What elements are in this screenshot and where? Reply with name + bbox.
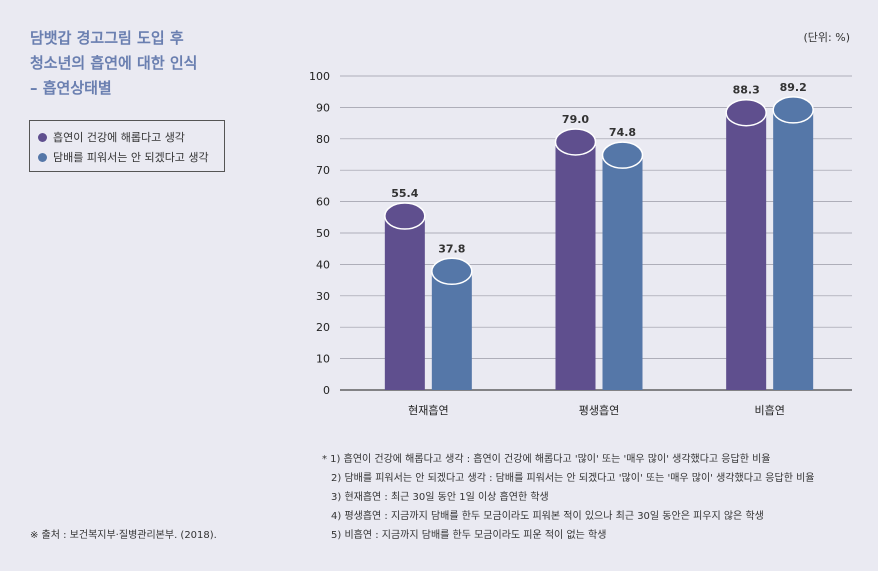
bar-cap <box>772 96 814 124</box>
y-tick-label: 0 <box>323 384 330 397</box>
x-tick-label: 현재흡연 <box>408 403 448 417</box>
y-tick-label: 80 <box>316 133 330 146</box>
y-tick-label: 50 <box>316 227 330 240</box>
bar-cap <box>725 98 767 127</box>
x-tick-label: 평생흡연 <box>579 403 619 417</box>
data-label: 88.3 <box>733 84 760 97</box>
source-note: ※ 출처 : 보건복지부·질병관리본부. (2018). <box>30 530 217 541</box>
data-label: 37.8 <box>438 242 465 255</box>
bar <box>726 112 767 390</box>
y-tick-label: 30 <box>316 290 330 303</box>
chart-title: 담뱃갑 경고그림 도입 후 청소년의 흡연에 대한 인식 – 흡연상태별 <box>30 26 290 101</box>
title-line-2: 청소년의 흡연에 대한 인식 <box>30 54 198 72</box>
bar <box>773 109 814 391</box>
bar <box>384 216 425 390</box>
legend-dot-2 <box>38 152 47 162</box>
data-label: 89.2 <box>780 81 807 94</box>
bar <box>431 271 472 390</box>
bar-cap <box>554 128 597 156</box>
y-tick-label: 10 <box>316 353 330 366</box>
y-tick-label: 70 <box>316 164 330 177</box>
footnote-4: 4) 평생흡연 : 지금까지 담배를 한두 모금이라도 피워본 적이 있으나 최… <box>331 511 764 522</box>
footnote-5: 5) 비흡연 : 지금까지 담배를 한두 모금이라도 피운 적이 없는 학생 <box>331 530 607 541</box>
y-tick-label: 90 <box>316 101 330 114</box>
footnote-2: 2) 담배를 피워서는 안 되겠다고 생각 : 담배를 피워서는 안 되겠다고 … <box>331 473 815 484</box>
bar-chart: 0 10 20 30 40 50 60 70 80 90 100 55.4 37.8 현재흡연 79.0 74… <box>309 70 852 417</box>
title-line-1: 담뱃갑 경고그림 도입 후 <box>30 29 184 47</box>
data-label: 79.0 <box>562 113 589 126</box>
unit-label: (단위: %) <box>803 31 850 44</box>
legend-dot-1 <box>38 132 47 142</box>
y-tick-label: 40 <box>316 258 330 271</box>
data-label: 55.4 <box>391 187 418 200</box>
y-tick-label: 100 <box>309 70 330 83</box>
y-tick-label: 60 <box>316 196 330 209</box>
title-line-3: – 흡연상태별 <box>30 79 112 97</box>
bar-cap <box>431 257 473 286</box>
legend-item-1: 흡연이 건강에 해롭다고 생각 <box>38 127 224 147</box>
legend-label-1: 흡연이 건강에 해롭다고 생각 <box>53 131 185 144</box>
footnote-3: 3) 현재흡연 : 최근 30일 동안 1일 이상 흡연한 학생 <box>331 492 549 503</box>
legend: 흡연이 건강에 해롭다고 생각 담배를 피워서는 안 되겠다고 생각 <box>29 120 225 172</box>
footnotes: * 1) 흡연이 건강에 해롭다고 생각 : 흡연이 건강에 해롭다고 '많이'… <box>322 450 814 545</box>
bar-cap <box>601 141 644 169</box>
legend-label-2: 담배를 피워서는 안 되겠다고 생각 <box>53 151 209 164</box>
bar <box>555 141 596 390</box>
legend-item-2: 담배를 피워서는 안 되겠다고 생각 <box>38 147 224 167</box>
footnote-1: * 1) 흡연이 건강에 해롭다고 생각 : 흡연이 건강에 해롭다고 '많이'… <box>322 454 771 465</box>
y-tick-label: 20 <box>316 321 330 334</box>
bar <box>602 155 643 390</box>
bar-cap <box>384 202 426 230</box>
data-label: 74.8 <box>609 126 636 139</box>
x-tick-label: 비흡연 <box>754 403 784 417</box>
